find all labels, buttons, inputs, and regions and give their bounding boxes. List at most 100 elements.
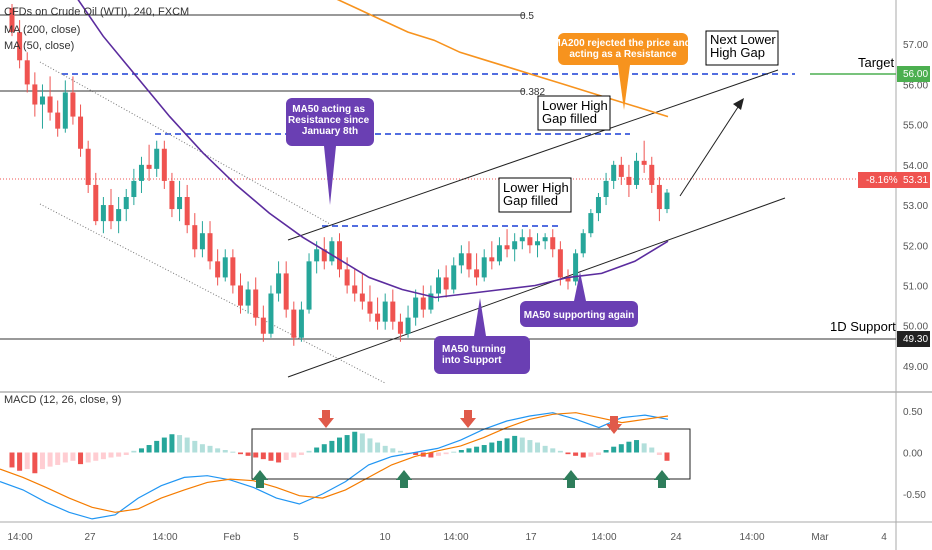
ma50-turning-line1: MA50 turning: [442, 344, 506, 355]
macd-bar: [397, 450, 403, 453]
time-tick-label: 14:00: [739, 532, 764, 543]
ma50-line[interactable]: [70, 0, 669, 299]
price-axis[interactable]: 57.00 56.00 55.00 54.00 53.00 52.00 51.00 50.00…: [903, 40, 928, 373]
symbol-title[interactable]: CFDs on Crude Oil (WTI), 240, FXCM: [4, 6, 190, 18]
macd-bar: [260, 452, 266, 460]
macd-bar: [230, 451, 236, 453]
down-channel-lower[interactable]: [39, 203, 386, 384]
candle-body: [375, 313, 381, 322]
ma50-resistance-line3: January 8th: [302, 126, 358, 137]
ma50-resistance-callout-box[interactable]: [286, 98, 374, 146]
down-arrow-icon: [318, 410, 334, 428]
ma50-support-again-pointer-icon: [574, 272, 586, 301]
macd-bar: [237, 452, 243, 455]
macd-highlight-box[interactable]: [251, 428, 691, 480]
next-lower-high-text: Next Lower High Gap: [710, 32, 779, 60]
support-price-tag: [897, 331, 930, 347]
up-channel-lower[interactable]: [287, 197, 786, 378]
candle-body: [489, 257, 495, 262]
ma50-turning-box[interactable]: [434, 336, 530, 374]
candle-body: [367, 301, 373, 314]
macd-bar: [215, 448, 221, 453]
ma200-legend[interactable]: MA (200, close): [4, 24, 81, 36]
macd-bar: [443, 452, 449, 455]
time-tick-label: 27: [84, 532, 96, 543]
candle-body: [641, 160, 647, 165]
fib-label-0.382: 0.382: [520, 87, 545, 98]
candle-body: [9, 8, 15, 33]
macd-bar: [413, 452, 419, 455]
macd-bar: [177, 435, 183, 453]
macd-bar: [550, 448, 556, 453]
candle-body: [169, 180, 175, 210]
macd-legend[interactable]: MACD (12, 26, close, 9): [4, 394, 122, 406]
up-channel-upper[interactable]: [287, 69, 779, 241]
macd-signal-line[interactable]: [0, 412, 669, 513]
projection-arrow[interactable]: [679, 103, 741, 197]
candle-body: [436, 277, 442, 294]
candle-body: [192, 225, 198, 250]
candle-body: [314, 249, 320, 262]
macd-bar: [47, 452, 53, 467]
ma50-legend[interactable]: MA (50, close): [4, 40, 75, 52]
candle-body: [405, 317, 411, 334]
macd-bar: [93, 452, 99, 461]
candle-body: [70, 92, 76, 117]
candle-body: [390, 301, 396, 322]
candle-body: [291, 309, 297, 338]
time-axis[interactable]: 14:00 27 14:00 Feb 5 10 14:00 17 14:00 24 14:00 Mar…: [7, 532, 887, 543]
price-tick-label: 49.00: [903, 362, 928, 373]
macd-bar: [283, 452, 289, 460]
macd-bar: [626, 441, 632, 453]
ma50-support-again-box[interactable]: [520, 301, 638, 327]
macd-bar: [405, 452, 411, 454]
lower-high-gap-box-2[interactable]: [498, 177, 572, 213]
ma200-line[interactable]: [330, 0, 669, 118]
macd-bar: [595, 452, 601, 455]
macd-bar: [359, 433, 365, 453]
time-tick-label: 5: [293, 532, 299, 543]
macd-bar: [291, 452, 297, 458]
lower-high-gap-2-line1: Lower High: [503, 180, 569, 195]
ma50-resistance-line1: MA50 acting as: [292, 104, 365, 115]
macd-bar: [253, 452, 259, 458]
macd-bar: [344, 435, 350, 453]
ma50-turning-pointer-icon: [474, 298, 486, 336]
down-channel-upper[interactable]: [39, 61, 331, 225]
price-tick-label: 52.00: [903, 241, 928, 252]
candle-body: [382, 301, 388, 322]
ma200-callout-box[interactable]: [558, 33, 688, 65]
macd-histogram[interactable]: [9, 431, 670, 474]
macd-bar: [512, 435, 518, 453]
candle-body: [527, 237, 533, 246]
candle-body: [199, 233, 205, 250]
macd-bar: [55, 452, 61, 465]
macd-bar: [649, 447, 655, 453]
macd-bar: [108, 452, 114, 458]
lower-high-gap-box-1[interactable]: [537, 95, 611, 131]
candle-body: [656, 184, 662, 210]
macd-bar: [519, 437, 525, 453]
macd-bar: [451, 451, 457, 453]
candle-body: [352, 285, 358, 294]
next-lower-high-box[interactable]: [705, 30, 779, 66]
macd-bar: [268, 452, 274, 461]
candle-body: [550, 237, 556, 250]
candle-body: [496, 245, 502, 262]
candle-body: [62, 92, 68, 129]
macd-bar: [306, 450, 312, 453]
macd-bar: [245, 452, 251, 456]
candle-body: [100, 205, 106, 222]
projection-arrowhead-icon: [733, 98, 744, 110]
candle-body: [451, 265, 457, 290]
candle-body: [237, 285, 243, 306]
candle-body: [519, 237, 525, 242]
candle-body: [161, 148, 167, 181]
macd-axis[interactable]: 0.50 0.00 -0.50: [903, 407, 926, 501]
up-arrow-icon: [563, 470, 579, 488]
candle-body: [557, 249, 563, 278]
candle-body: [222, 257, 228, 278]
candles-group[interactable]: [9, 4, 670, 346]
macd-bar: [382, 445, 388, 453]
